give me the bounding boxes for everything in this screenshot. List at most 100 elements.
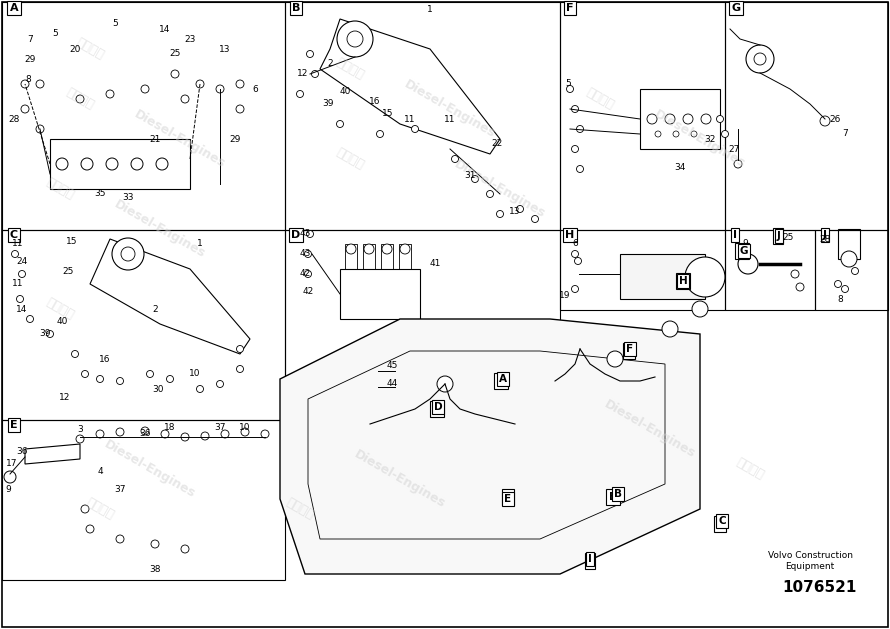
Text: 40: 40 xyxy=(56,316,68,325)
Text: 11: 11 xyxy=(12,279,24,289)
Circle shape xyxy=(716,116,724,123)
Text: E: E xyxy=(505,494,512,504)
Text: 3: 3 xyxy=(77,425,83,433)
Circle shape xyxy=(116,428,124,436)
Text: 10: 10 xyxy=(190,369,201,379)
Circle shape xyxy=(336,121,344,128)
Circle shape xyxy=(96,430,104,438)
Text: B: B xyxy=(609,492,617,502)
Text: 1: 1 xyxy=(427,4,433,13)
Circle shape xyxy=(86,525,94,533)
Bar xyxy=(399,244,411,269)
Text: A: A xyxy=(10,3,19,13)
Circle shape xyxy=(76,435,84,443)
Text: E: E xyxy=(10,420,18,430)
Text: 10: 10 xyxy=(239,423,251,431)
Circle shape xyxy=(575,257,581,265)
Text: 34: 34 xyxy=(675,162,685,172)
Text: 5: 5 xyxy=(53,30,58,38)
Text: 1: 1 xyxy=(197,240,203,248)
Circle shape xyxy=(71,350,78,357)
Circle shape xyxy=(701,114,711,124)
Circle shape xyxy=(21,80,29,88)
Circle shape xyxy=(734,160,742,168)
Text: 40: 40 xyxy=(339,87,351,96)
Circle shape xyxy=(131,158,143,170)
Circle shape xyxy=(437,376,453,392)
Bar xyxy=(2,420,285,580)
Circle shape xyxy=(577,165,584,172)
Text: 16: 16 xyxy=(369,96,381,106)
Text: 12: 12 xyxy=(60,392,70,401)
Text: 29: 29 xyxy=(24,55,36,64)
Text: 8: 8 xyxy=(25,74,31,84)
Circle shape xyxy=(791,270,799,278)
Text: F: F xyxy=(626,346,633,356)
Text: 17: 17 xyxy=(6,460,18,469)
Text: B: B xyxy=(614,489,622,499)
Text: 14: 14 xyxy=(16,304,28,313)
Circle shape xyxy=(346,244,356,254)
Text: I: I xyxy=(733,230,737,240)
Text: 43: 43 xyxy=(299,250,311,259)
Text: 7: 7 xyxy=(27,35,33,43)
Text: 11: 11 xyxy=(444,114,456,123)
Text: I: I xyxy=(588,554,592,564)
Text: 29: 29 xyxy=(230,135,240,143)
Circle shape xyxy=(171,70,179,78)
Circle shape xyxy=(116,535,124,543)
Circle shape xyxy=(571,250,578,257)
Text: Diesel-Engines: Diesel-Engines xyxy=(352,448,448,510)
Circle shape xyxy=(237,365,244,372)
Text: 44: 44 xyxy=(386,379,398,389)
Circle shape xyxy=(147,370,153,377)
Text: J: J xyxy=(823,230,827,240)
Circle shape xyxy=(738,254,758,274)
Text: 36: 36 xyxy=(139,430,150,438)
Circle shape xyxy=(571,106,578,113)
Circle shape xyxy=(337,21,373,57)
Text: 41: 41 xyxy=(429,260,441,269)
Text: 24: 24 xyxy=(16,257,28,265)
Text: 13: 13 xyxy=(219,45,231,53)
Circle shape xyxy=(746,45,774,73)
Text: 33: 33 xyxy=(122,192,134,201)
Text: 25: 25 xyxy=(62,267,74,276)
Circle shape xyxy=(112,238,144,270)
Circle shape xyxy=(487,191,493,198)
Text: 9: 9 xyxy=(5,484,11,494)
Circle shape xyxy=(181,95,189,103)
Text: G: G xyxy=(738,246,746,256)
Circle shape xyxy=(306,230,313,238)
Text: 18: 18 xyxy=(165,423,175,431)
Text: 28: 28 xyxy=(820,235,830,243)
Text: 37: 37 xyxy=(214,423,226,431)
Circle shape xyxy=(531,216,538,223)
Bar xyxy=(50,139,190,189)
Text: 39: 39 xyxy=(322,99,334,108)
Circle shape xyxy=(347,31,363,47)
Circle shape xyxy=(82,370,88,377)
Text: D: D xyxy=(291,230,301,240)
Text: 37: 37 xyxy=(114,484,125,494)
Bar xyxy=(2,230,285,420)
Text: 28: 28 xyxy=(8,114,20,123)
Circle shape xyxy=(451,155,458,162)
Text: 26: 26 xyxy=(829,114,841,123)
Text: D: D xyxy=(433,402,442,412)
Text: 9: 9 xyxy=(742,240,748,248)
Circle shape xyxy=(121,247,135,261)
Circle shape xyxy=(156,158,168,170)
Polygon shape xyxy=(280,319,700,574)
Circle shape xyxy=(236,105,244,113)
Circle shape xyxy=(516,206,523,213)
Polygon shape xyxy=(25,444,80,464)
Circle shape xyxy=(835,281,842,287)
Circle shape xyxy=(151,540,159,548)
Text: 6: 6 xyxy=(572,240,578,248)
Text: Diesel-Engines: Diesel-Engines xyxy=(132,108,228,170)
Circle shape xyxy=(17,296,23,303)
Circle shape xyxy=(261,430,269,438)
Text: 聚力动力: 聚力动力 xyxy=(284,496,316,522)
Text: 聚力动力: 聚力动力 xyxy=(44,296,77,322)
